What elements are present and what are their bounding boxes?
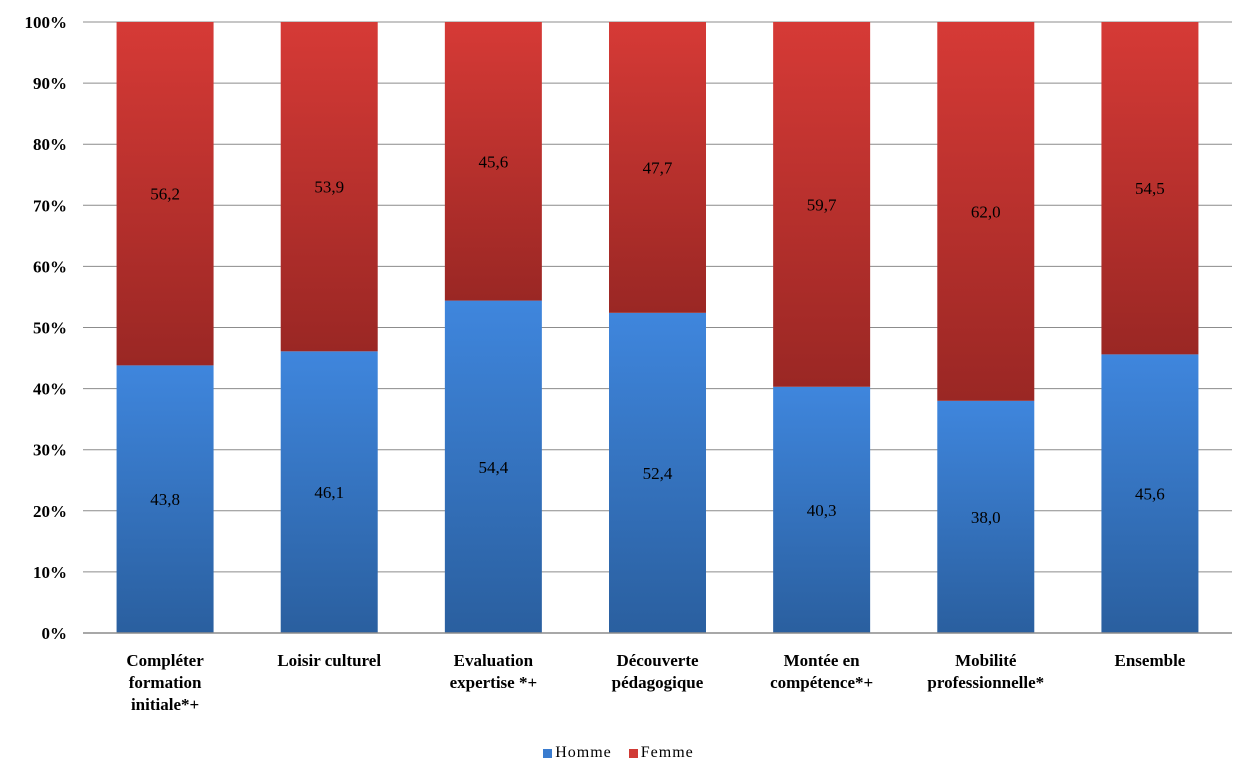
bar-segment-homme (937, 400, 1035, 633)
y-tick-label: 0% (42, 624, 68, 643)
y-tick-label: 80% (33, 135, 67, 154)
bar-segment-femme (1101, 22, 1199, 355)
bar-segment-homme (444, 300, 542, 633)
data-label-femme: 47,7 (643, 158, 673, 177)
data-label-femme: 59,7 (807, 195, 837, 214)
data-label-homme: 45,6 (1135, 485, 1165, 504)
data-label-homme: 52,4 (643, 464, 673, 483)
data-label-homme: 43,8 (150, 490, 180, 509)
x-category-label: Montée en compétence*+ (770, 651, 873, 692)
legend-label-homme: Homme (555, 744, 612, 762)
bar-segment-femme (280, 22, 378, 352)
data-label-femme: 53,9 (314, 178, 344, 197)
y-tick-label: 40% (33, 380, 67, 399)
bar-segment-femme (773, 22, 871, 387)
bar-segment-homme (280, 351, 378, 633)
axes: 0% 10% 20% 30% 40% 50% 60% 70% 80% 90% 100% Complét… (25, 13, 1232, 714)
data-label-homme: 38,0 (971, 508, 1001, 527)
bar-segment-femme (116, 22, 214, 366)
y-tick-label: 20% (33, 502, 67, 521)
data-label-femme: 45,6 (478, 152, 508, 171)
bar-segment-femme (937, 22, 1035, 401)
legend-label-femme: Femme (640, 744, 694, 762)
bar-segment-homme (116, 365, 214, 633)
x-category-label: Découverte pédagogique (612, 651, 704, 692)
data-label-homme: 46,1 (314, 483, 344, 502)
data-label-homme: 54,4 (478, 458, 508, 477)
y-tick-label: 50% (33, 319, 67, 338)
legend-swatch-femme (628, 749, 638, 759)
x-category-label: Ensemble (1115, 651, 1186, 670)
bar-segment-homme (609, 312, 706, 633)
bar-segment-femme (609, 22, 706, 313)
bar-segment-homme (1101, 354, 1199, 633)
y-tick-label: 70% (33, 196, 67, 215)
bars: 43,8 56,2 46,1 53,9 54,4 45,6 52,4 47,7 40,3 59,7… (116, 22, 1199, 633)
legend-item-homme: Homme (543, 744, 612, 762)
bar-segment-femme (444, 22, 542, 301)
data-label-homme: 40,3 (807, 501, 837, 520)
x-category-label: Loisir culturel (277, 651, 381, 670)
y-tick-label: 30% (33, 441, 67, 460)
y-tick-label: 100% (25, 13, 68, 32)
y-tick-label: 10% (33, 563, 67, 582)
x-category-label: Evaluation expertise *+ (450, 651, 538, 692)
x-category-label: Mobilité professionnelle* (927, 651, 1044, 692)
stacked-bar-chart: 43,8 56,2 46,1 53,9 54,4 45,6 52,4 47,7 40,3 59,7… (25, 13, 1232, 714)
data-label-femme: 62,0 (971, 202, 1001, 221)
bar-segment-homme (773, 386, 871, 633)
legend-swatch-homme (543, 749, 553, 759)
legend: Homme Femme (0, 744, 1237, 762)
x-category-label: Compléter formation initiale*+ (126, 651, 204, 714)
legend-item-femme: Femme (628, 744, 694, 762)
y-tick-label: 60% (33, 257, 67, 276)
data-label-femme: 54,5 (1135, 179, 1165, 198)
y-tick-label: 90% (33, 74, 67, 93)
data-label-femme: 56,2 (150, 185, 180, 204)
